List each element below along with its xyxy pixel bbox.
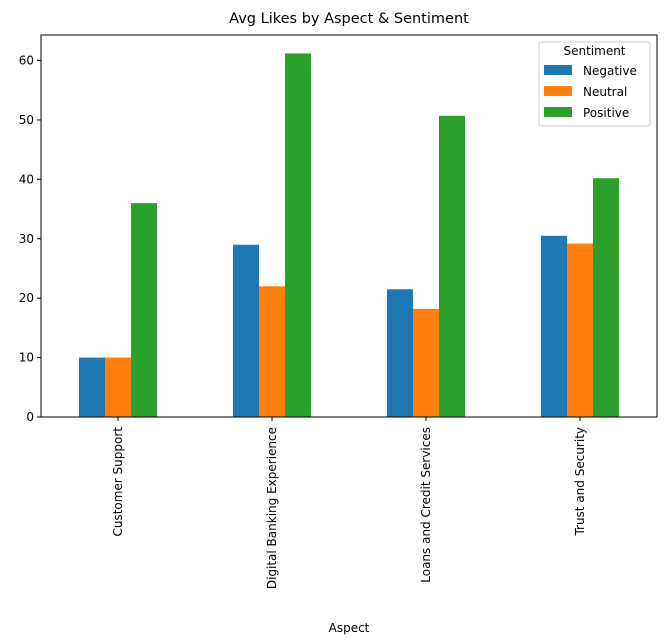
y-tick-label: 0 — [26, 410, 34, 424]
y-tick-label: 20 — [19, 291, 34, 305]
bar-positive-2 — [439, 115, 465, 417]
legend: Sentiment Negative Neutral Positive — [538, 41, 651, 127]
chart-title: Avg Likes by Aspect & Sentiment — [229, 11, 469, 27]
legend-label-negative: Negative — [583, 64, 637, 78]
legend-label-neutral: Neutral — [583, 85, 627, 99]
bar-negative-2 — [387, 289, 413, 417]
bar-neutral-2 — [413, 308, 439, 417]
legend-swatch-positive — [544, 107, 572, 117]
bar-positive-0 — [131, 203, 157, 417]
x-tick-label: Trust and Security — [573, 427, 587, 537]
plot-area: 0 10 20 30 40 50 60 Customer Support Digital Ban… — [19, 53, 619, 589]
x-tick-label: Customer Support — [111, 427, 125, 537]
legend-label-positive: Positive — [583, 106, 629, 120]
plot-frame — [40, 34, 658, 418]
bar-negative-0 — [79, 357, 105, 417]
bar-neutral-0 — [105, 357, 131, 417]
y-tick-label: 10 — [19, 351, 34, 365]
legend-swatch-neutral — [544, 86, 572, 96]
y-tick-label: 30 — [19, 232, 34, 246]
legend-swatch-negative — [544, 65, 572, 75]
x-tick-label: Digital Banking Experience — [265, 427, 279, 589]
bar-negative-3 — [541, 235, 567, 417]
bar-positive-1 — [285, 53, 311, 417]
bar-negative-1 — [233, 244, 259, 417]
y-tick-label: 50 — [19, 113, 34, 127]
legend-title: Sentiment — [563, 44, 625, 58]
y-tick-label: 60 — [19, 54, 34, 68]
y-tick-label: 40 — [19, 172, 34, 186]
bar-positive-3 — [593, 178, 619, 417]
x-axis-label: Aspect — [329, 621, 370, 635]
legend-box — [538, 41, 651, 127]
x-tick-label: Loans and Credit Services — [419, 427, 433, 583]
bar-neutral-1 — [259, 286, 285, 417]
bar-neutral-3 — [567, 243, 593, 417]
